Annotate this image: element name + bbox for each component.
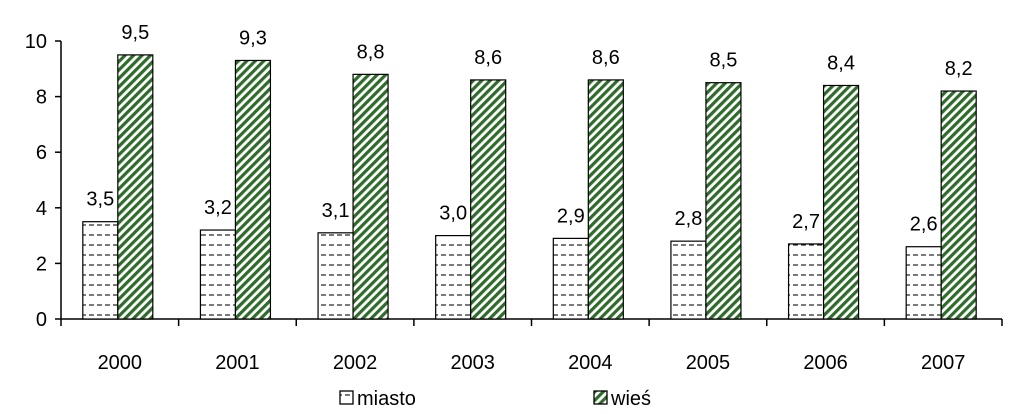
data-label: 2,9 [557,205,585,227]
data-label: 2,6 [910,214,938,236]
y-tick-label: 10 [25,31,47,53]
data-label: 3,0 [439,203,467,225]
bar-wies [352,73,389,320]
data-label: 2,7 [792,211,820,233]
data-label: 8,5 [710,50,738,72]
y-tick-label: 4 [36,198,47,220]
bar-miasto [199,229,237,320]
legend: miasto wieś [339,388,651,410]
data-label: 3,5 [86,189,114,211]
x-tick-label: 2000 [98,352,143,374]
data-label: 8,6 [592,47,620,69]
x-tick-label: 2006 [803,352,848,374]
y-tick-label: 6 [36,142,47,164]
legend-label-miasto: miasto [357,388,416,410]
bar-miasto [670,240,707,320]
bar-wies [705,82,742,320]
x-tick-label: 2005 [686,352,731,374]
bar-miasto [435,235,472,320]
bar-miasto [787,243,825,320]
data-label: 8,2 [945,58,973,80]
data-label: 9,3 [239,27,267,49]
data-label: 9,5 [121,22,149,44]
bar-wies [470,79,507,320]
data-label: 2,8 [675,208,703,230]
data-label: 8,4 [827,52,855,74]
bar-miasto [82,221,119,320]
legend-swatch-miasto [339,390,354,405]
legend-label-wies: wieś [610,388,651,410]
bar-wies [940,90,977,320]
bar-miasto [317,232,354,320]
data-label: 3,2 [204,197,232,219]
x-tick-label: 2002 [333,352,378,374]
y-tick-label: 8 [36,87,47,109]
bar-miasto [552,237,589,320]
data-label: 3,1 [322,200,350,222]
y-tick-label: 2 [36,253,47,275]
y-tick-label: 0 [36,309,47,331]
bar-wies [822,84,860,320]
data-label: 8,6 [474,47,502,69]
x-tick-label: 2001 [215,352,260,374]
x-tick-label: 2004 [568,352,613,374]
bar-wies [587,79,624,320]
legend-swatch-wies [593,390,608,405]
bar-miasto [905,246,942,320]
bar-wies [117,54,154,320]
x-tick-label: 2007 [921,352,966,374]
bar-wies [234,59,272,320]
data-label: 8,8 [357,41,385,63]
x-tick-label: 2003 [450,352,495,374]
